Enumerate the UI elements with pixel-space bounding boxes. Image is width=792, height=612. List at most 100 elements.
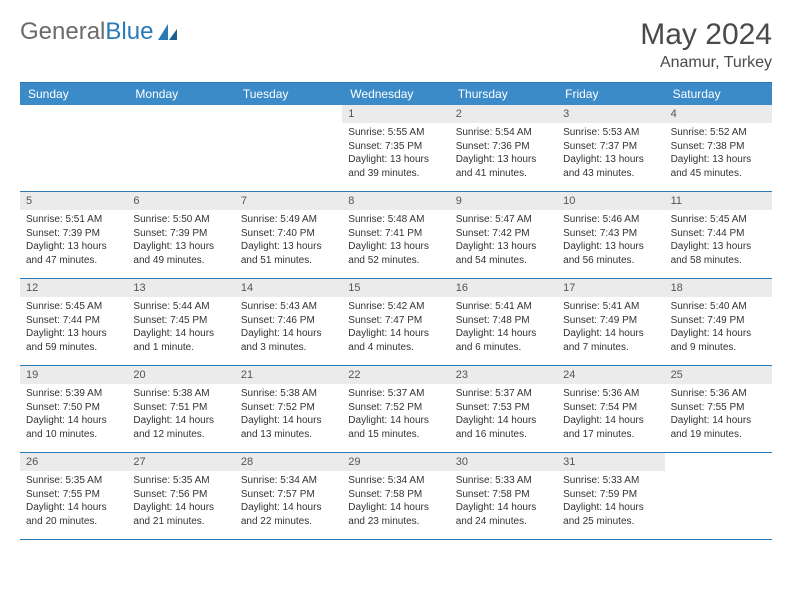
day-number: 12 bbox=[20, 279, 127, 297]
sunset-text: Sunset: 7:57 PM bbox=[241, 488, 336, 502]
calendar-cell: 21Sunrise: 5:38 AMSunset: 7:52 PMDayligh… bbox=[235, 366, 342, 452]
sunset-text: Sunset: 7:37 PM bbox=[563, 140, 658, 154]
sunset-text: Sunset: 7:48 PM bbox=[456, 314, 551, 328]
day-detail: Sunrise: 5:39 AMSunset: 7:50 PMDaylight:… bbox=[20, 384, 127, 446]
daylight-text: Daylight: 14 hours bbox=[563, 501, 658, 515]
daylight-text: Daylight: 14 hours bbox=[133, 501, 228, 515]
day-name: Saturday bbox=[665, 83, 772, 105]
day-detail: Sunrise: 5:36 AMSunset: 7:55 PMDaylight:… bbox=[665, 384, 772, 446]
logo-text-blue: Blue bbox=[105, 18, 153, 46]
sunrise-text: Sunrise: 5:53 AM bbox=[563, 126, 658, 140]
day-number: 15 bbox=[342, 279, 449, 297]
daylight-text-2: and 43 minutes. bbox=[563, 167, 658, 181]
day-number: 16 bbox=[450, 279, 557, 297]
location-subtitle: Anamur, Turkey bbox=[640, 54, 772, 72]
sunrise-text: Sunrise: 5:35 AM bbox=[26, 474, 121, 488]
sunset-text: Sunset: 7:49 PM bbox=[671, 314, 766, 328]
sunrise-text: Sunrise: 5:51 AM bbox=[26, 213, 121, 227]
daylight-text: Daylight: 13 hours bbox=[456, 153, 551, 167]
day-detail: Sunrise: 5:41 AMSunset: 7:48 PMDaylight:… bbox=[450, 297, 557, 359]
title-block: May 2024 Anamur, Turkey bbox=[640, 18, 772, 72]
sunrise-text: Sunrise: 5:40 AM bbox=[671, 300, 766, 314]
day-number: 10 bbox=[557, 192, 664, 210]
calendar-cell: 17Sunrise: 5:41 AMSunset: 7:49 PMDayligh… bbox=[557, 279, 664, 365]
daylight-text-2: and 7 minutes. bbox=[563, 341, 658, 355]
daylight-text-2: and 20 minutes. bbox=[26, 515, 121, 529]
calendar-week: 1Sunrise: 5:55 AMSunset: 7:35 PMDaylight… bbox=[20, 105, 772, 192]
daylight-text: Daylight: 14 hours bbox=[456, 501, 551, 515]
daylight-text-2: and 24 minutes. bbox=[456, 515, 551, 529]
sunrise-text: Sunrise: 5:38 AM bbox=[133, 387, 228, 401]
daylight-text-2: and 21 minutes. bbox=[133, 515, 228, 529]
sunset-text: Sunset: 7:50 PM bbox=[26, 401, 121, 415]
daylight-text: Daylight: 14 hours bbox=[456, 414, 551, 428]
logo-text-general: General bbox=[20, 18, 105, 46]
logo-sail-icon bbox=[157, 23, 179, 41]
daylight-text-2: and 4 minutes. bbox=[348, 341, 443, 355]
calendar-cell: 18Sunrise: 5:40 AMSunset: 7:49 PMDayligh… bbox=[665, 279, 772, 365]
daylight-text: Daylight: 14 hours bbox=[456, 327, 551, 341]
calendar-cell: 13Sunrise: 5:44 AMSunset: 7:45 PMDayligh… bbox=[127, 279, 234, 365]
calendar-cell: 7Sunrise: 5:49 AMSunset: 7:40 PMDaylight… bbox=[235, 192, 342, 278]
calendar-cell bbox=[127, 105, 234, 191]
calendar-cell: 14Sunrise: 5:43 AMSunset: 7:46 PMDayligh… bbox=[235, 279, 342, 365]
day-number: 28 bbox=[235, 453, 342, 471]
day-number: 14 bbox=[235, 279, 342, 297]
calendar-cell: 3Sunrise: 5:53 AMSunset: 7:37 PMDaylight… bbox=[557, 105, 664, 191]
sunset-text: Sunset: 7:55 PM bbox=[26, 488, 121, 502]
day-number: 25 bbox=[665, 366, 772, 384]
sunset-text: Sunset: 7:45 PM bbox=[133, 314, 228, 328]
calendar-cell: 2Sunrise: 5:54 AMSunset: 7:36 PMDaylight… bbox=[450, 105, 557, 191]
day-number: 9 bbox=[450, 192, 557, 210]
daylight-text-2: and 49 minutes. bbox=[133, 254, 228, 268]
day-detail: Sunrise: 5:49 AMSunset: 7:40 PMDaylight:… bbox=[235, 210, 342, 272]
sunrise-text: Sunrise: 5:43 AM bbox=[241, 300, 336, 314]
daylight-text: Daylight: 14 hours bbox=[671, 414, 766, 428]
day-number: 3 bbox=[557, 105, 664, 123]
day-number bbox=[127, 105, 234, 111]
daylight-text-2: and 16 minutes. bbox=[456, 428, 551, 442]
day-detail: Sunrise: 5:34 AMSunset: 7:57 PMDaylight:… bbox=[235, 471, 342, 533]
calendar-cell: 31Sunrise: 5:33 AMSunset: 7:59 PMDayligh… bbox=[557, 453, 664, 539]
sunset-text: Sunset: 7:55 PM bbox=[671, 401, 766, 415]
day-detail: Sunrise: 5:48 AMSunset: 7:41 PMDaylight:… bbox=[342, 210, 449, 272]
day-detail: Sunrise: 5:45 AMSunset: 7:44 PMDaylight:… bbox=[20, 297, 127, 359]
daylight-text-2: and 22 minutes. bbox=[241, 515, 336, 529]
day-detail: Sunrise: 5:33 AMSunset: 7:58 PMDaylight:… bbox=[450, 471, 557, 533]
day-number bbox=[235, 105, 342, 111]
day-detail: Sunrise: 5:45 AMSunset: 7:44 PMDaylight:… bbox=[665, 210, 772, 272]
day-number: 11 bbox=[665, 192, 772, 210]
sunrise-text: Sunrise: 5:45 AM bbox=[26, 300, 121, 314]
daylight-text: Daylight: 14 hours bbox=[348, 501, 443, 515]
day-detail: Sunrise: 5:37 AMSunset: 7:52 PMDaylight:… bbox=[342, 384, 449, 446]
day-detail: Sunrise: 5:34 AMSunset: 7:58 PMDaylight:… bbox=[342, 471, 449, 533]
daylight-text-2: and 3 minutes. bbox=[241, 341, 336, 355]
sunrise-text: Sunrise: 5:36 AM bbox=[671, 387, 766, 401]
daylight-text: Daylight: 13 hours bbox=[241, 240, 336, 254]
day-number: 29 bbox=[342, 453, 449, 471]
daylight-text-2: and 15 minutes. bbox=[348, 428, 443, 442]
sunset-text: Sunset: 7:35 PM bbox=[348, 140, 443, 154]
day-detail: Sunrise: 5:53 AMSunset: 7:37 PMDaylight:… bbox=[557, 123, 664, 185]
sunrise-text: Sunrise: 5:55 AM bbox=[348, 126, 443, 140]
calendar-cell: 1Sunrise: 5:55 AMSunset: 7:35 PMDaylight… bbox=[342, 105, 449, 191]
daylight-text-2: and 1 minute. bbox=[133, 341, 228, 355]
day-name: Tuesday bbox=[235, 83, 342, 105]
calendar-cell: 5Sunrise: 5:51 AMSunset: 7:39 PMDaylight… bbox=[20, 192, 127, 278]
day-number: 31 bbox=[557, 453, 664, 471]
day-detail: Sunrise: 5:35 AMSunset: 7:56 PMDaylight:… bbox=[127, 471, 234, 533]
day-number: 27 bbox=[127, 453, 234, 471]
daylight-text: Daylight: 13 hours bbox=[671, 153, 766, 167]
day-name: Sunday bbox=[20, 83, 127, 105]
daylight-text: Daylight: 14 hours bbox=[241, 414, 336, 428]
day-detail: Sunrise: 5:42 AMSunset: 7:47 PMDaylight:… bbox=[342, 297, 449, 359]
sunrise-text: Sunrise: 5:34 AM bbox=[241, 474, 336, 488]
sunset-text: Sunset: 7:54 PM bbox=[563, 401, 658, 415]
sunset-text: Sunset: 7:46 PM bbox=[241, 314, 336, 328]
sunset-text: Sunset: 7:44 PM bbox=[671, 227, 766, 241]
sunset-text: Sunset: 7:49 PM bbox=[563, 314, 658, 328]
day-number: 20 bbox=[127, 366, 234, 384]
sunset-text: Sunset: 7:58 PM bbox=[456, 488, 551, 502]
day-number: 17 bbox=[557, 279, 664, 297]
calendar-cell: 23Sunrise: 5:37 AMSunset: 7:53 PMDayligh… bbox=[450, 366, 557, 452]
